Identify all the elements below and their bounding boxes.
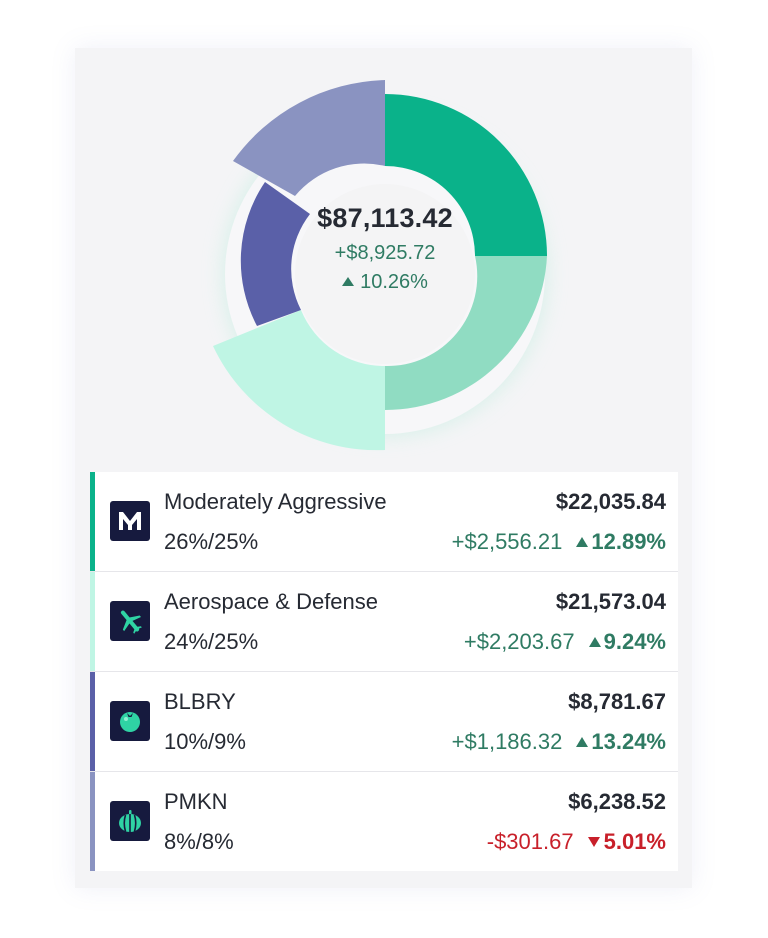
portfolio-change: +$8,925.72 [334,242,436,264]
holding-change-amount: -$301.67 [486,829,574,854]
holding-allocation: 10%/9% [164,729,246,754]
holding-value: $6,238.52 [568,789,666,814]
holding-color-bar [90,572,95,671]
holding-row-moderately-aggressive[interactable]: Moderately Aggressive 26%/25% $22,035.84… [90,472,678,572]
segment-moderately-aggressive[interactable] [385,94,547,256]
holdings-list: Moderately Aggressive 26%/25% $22,035.84… [90,472,678,871]
holding-row-pmkn[interactable]: PMKN 8%/8% $6,238.52 -$301.67 5.01% [90,772,678,871]
holding-change: +$1,186.32 13.24% [452,729,666,755]
holding-value: $8,781.67 [568,689,666,714]
up-triangle-icon [588,637,601,647]
holding-color-bar [90,472,95,571]
holding-value: $21,573.04 [555,589,666,614]
holding-change-amount: +$2,556.21 [451,529,563,554]
holding-change-amount: +$1,186.32 [451,729,563,754]
holding-color-bar [90,772,95,871]
holding-change: -$301.67 5.01% [487,829,666,855]
holding-name: PMKN [164,789,228,814]
holding-change-percent: 5.01% [603,829,666,854]
holding-change: +$2,203.67 9.24% [464,629,666,655]
pumpkin-icon [110,801,150,841]
holding-change-amount: +$2,203.67 [463,629,575,654]
portfolio-total: $87,113.42 [317,203,453,233]
holding-color-bar [90,672,95,771]
segment-blbry[interactable] [240,182,310,326]
up-triangle-icon [342,277,355,286]
holding-change-percent: 12.89% [591,529,666,554]
holding-name: BLBRY [164,689,236,714]
holding-row-blbry[interactable]: BLBRY 10%/9% $8,781.67 +$1,186.32 13.24% [90,672,678,772]
holding-change-percent: 9.24% [603,629,666,654]
allocation-donut-chart: $87,113.42 +$8,925.72 10.26% [75,48,692,468]
segment-aerospace-defense[interactable] [213,310,385,451]
segment-pmkn[interactable] [233,80,385,196]
holding-change-percent: 13.24% [591,729,666,754]
holding-row-aerospace-defense[interactable]: Aerospace & Defense 24%/25% $21,573.04 +… [90,572,678,672]
up-triangle-icon [576,537,589,547]
donut-center-disc [295,184,475,364]
up-triangle-icon [576,737,589,747]
portfolio-change-percent-wrap: 10.26% [295,271,475,294]
holding-change: +$2,556.21 12.89% [452,529,666,555]
portfolio-card: $87,113.42 +$8,925.72 10.26% Moderately … [75,48,692,888]
portfolio-change-percent: 10.26% [360,271,428,293]
donut-summary: $87,113.42 +$8,925.72 10.26% [295,203,475,294]
holding-value: $22,035.84 [555,489,666,514]
holding-allocation: 8%/8% [164,829,234,854]
airplane-icon [110,601,150,641]
segment-moderately-aggressive-secondary[interactable] [385,256,547,411]
down-triangle-icon [587,837,600,847]
holding-allocation: 24%/25% [164,629,259,654]
holding-name: Moderately Aggressive [164,489,387,514]
holding-name: Aerospace & Defense [164,589,379,614]
m-logo-icon [110,501,150,541]
holding-allocation: 26%/25% [164,529,259,554]
blueberry-icon [110,701,150,741]
